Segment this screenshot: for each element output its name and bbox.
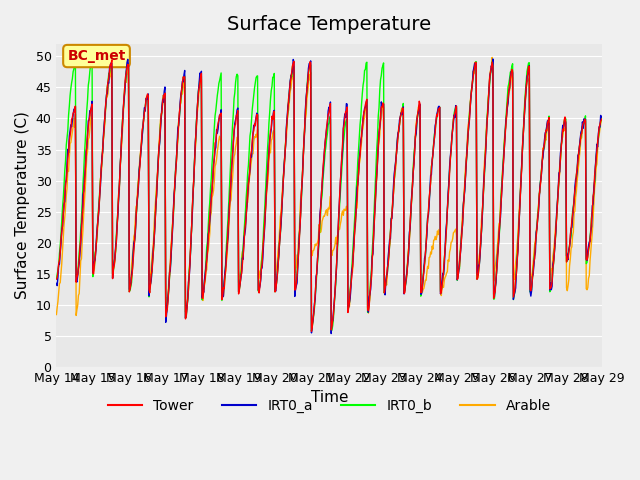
IRT0_b [203, 244, 211, 250]
Arable [120, 113, 127, 119]
Tower [204, 249, 211, 254]
IRT0_b [63, 142, 70, 148]
Tower [397, 112, 405, 118]
IRT0_b [52, 276, 60, 282]
IRT0_a [489, 56, 497, 62]
IRT0_a [598, 114, 606, 120]
IRT0_a [118, 122, 126, 128]
Arable [72, 312, 80, 318]
Arable [204, 252, 211, 257]
Tower [413, 118, 421, 124]
Line: Arable: Arable [56, 58, 602, 315]
IRT0_a [63, 177, 70, 182]
Y-axis label: Surface Temperature (C): Surface Temperature (C) [15, 111, 30, 300]
Arable [488, 55, 496, 60]
Arable [598, 116, 606, 122]
Title: Surface Temperature: Surface Temperature [227, 15, 431, 34]
Line: Tower: Tower [56, 60, 602, 331]
Tower [308, 328, 316, 334]
Line: IRT0_a: IRT0_a [56, 59, 602, 334]
Arable [396, 115, 404, 121]
Arable [52, 312, 60, 317]
IRT0_a [203, 257, 211, 263]
IRT0_b [472, 59, 480, 64]
Tower [175, 120, 182, 126]
IRT0_b [174, 133, 182, 139]
IRT0_a [412, 131, 420, 136]
IRT0_b [598, 115, 606, 120]
IRT0_b [412, 129, 420, 134]
Text: BC_met: BC_met [67, 49, 125, 63]
Tower [598, 116, 606, 121]
Tower [63, 177, 70, 182]
Tower [108, 57, 116, 63]
Arable [412, 120, 420, 126]
IRT0_a [52, 280, 60, 286]
IRT0_b [396, 115, 404, 121]
IRT0_b [327, 328, 335, 334]
IRT0_a [327, 331, 335, 336]
IRT0_a [396, 114, 404, 120]
X-axis label: Time: Time [310, 390, 348, 406]
Arable [175, 123, 182, 129]
Arable [63, 192, 70, 198]
Tower [120, 108, 127, 114]
Legend: Tower, IRT0_a, IRT0_b, Arable: Tower, IRT0_a, IRT0_b, Arable [102, 393, 557, 418]
IRT0_a [174, 125, 182, 131]
IRT0_b [118, 118, 126, 123]
Tower [52, 276, 60, 282]
Line: IRT0_b: IRT0_b [56, 61, 602, 331]
